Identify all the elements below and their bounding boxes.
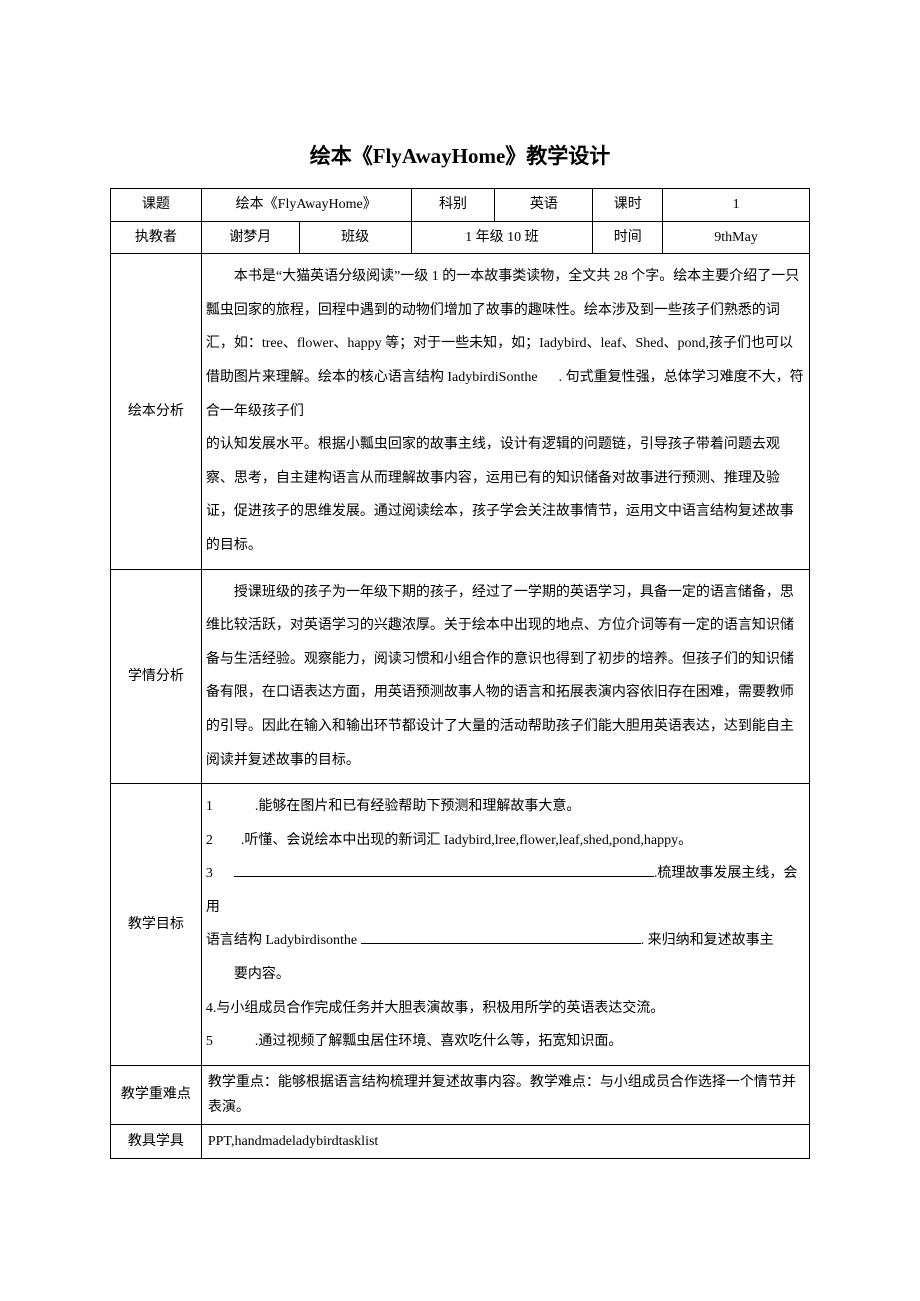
topic-label: 课题 [111, 189, 202, 222]
objective-3-tail: .梳理故事发展主线，会用 [206, 866, 798, 915]
analysis-text-1a: 本书是“大猫英语分级阅读”一级 1 的一本故事类读物，全文共 28 个字。绘本主… [206, 269, 799, 385]
table-row: 教具学具 PPT,handmadeladybirdtasklist [111, 1125, 810, 1159]
objective-5-text: .通过视频了解瓢虫居住环境、喜欢吃什么等，拓宽知识面。 [255, 1034, 623, 1049]
subject-value: 英语 [495, 189, 593, 222]
analysis-para-1: 本书是“大猫英语分级阅读”一级 1 的一本故事类读物，全文共 28 个字。绘本主… [206, 260, 805, 428]
learners-para: 授课班级的孩子为一年级下期的孩子，经过了一学期的英语学习，具备一定的语言储备，思… [206, 576, 805, 778]
analysis-label: 绘本分析 [111, 254, 202, 569]
analysis-content: 本书是“大猫英语分级阅读”一级 1 的一本故事类读物，全文共 28 个字。绘本主… [201, 254, 809, 569]
objective-3b-pre: 语言结构 Ladybirdisonthe [206, 933, 361, 948]
objective-3b-tail: . 来归纳和复述故事主 [641, 933, 774, 948]
learners-content: 授课班级的孩子为一年级下期的孩子，经过了一学期的英语学习，具备一定的语言储备，思… [201, 569, 809, 784]
objective-3b-blank [361, 943, 641, 944]
objectives-content: 1 .能够在图片和已有经验帮助下预测和理解故事大意。 2 .听懂、会说绘本中出现的新… [201, 784, 809, 1066]
objectives-label: 教学目标 [111, 784, 202, 1066]
table-row: 教学重难点 教学重点：能够根据语言结构梳理并复述故事内容。教学难点：与小组成员合… [111, 1065, 810, 1124]
objective-1: 1 .能够在图片和已有经验帮助下预测和理解故事大意。 [206, 790, 805, 824]
lesson-plan-table: 课题 绘本《FlyAwayHome》 科别 英语 课时 1 执教者 谢梦月 班级… [110, 188, 810, 1159]
period-value: 1 [663, 189, 810, 222]
topic-value: 绘本《FlyAwayHome》 [201, 189, 411, 222]
objective-1-num: 1 [206, 790, 220, 824]
class-value: 1 年级 10 班 [411, 221, 593, 254]
keypoints-content: 教学重点：能够根据语言结构梳理并复述故事内容。教学难点：与小组成员合作选择一个情… [201, 1065, 809, 1124]
objective-3-blank [234, 876, 654, 877]
objective-3: 3.梳理故事发展主线，会用 [206, 857, 805, 924]
learners-label: 学情分析 [111, 569, 202, 784]
objective-5-num: 5 [206, 1025, 220, 1059]
materials-label: 教具学具 [111, 1125, 202, 1159]
period-label: 课时 [593, 189, 663, 222]
time-label: 时间 [593, 221, 663, 254]
keypoints-label: 教学重难点 [111, 1065, 202, 1124]
table-row: 教学目标 1 .能够在图片和已有经验帮助下预测和理解故事大意。 2 .听懂、会说绘本… [111, 784, 810, 1066]
teacher-value: 谢梦月 [201, 221, 299, 254]
time-value: 9thMay [663, 221, 810, 254]
objective-2-text: .听懂、会说绘本中出现的新词汇 Iadybird,lree,flower,lea… [241, 833, 692, 848]
table-row: 课题 绘本《FlyAwayHome》 科别 英语 课时 1 [111, 189, 810, 222]
teacher-label: 执教者 [111, 221, 202, 254]
objective-5: 5 .通过视频了解瓢虫居住环境、喜欢吃什么等，拓宽知识面。 [206, 1025, 805, 1059]
objective-4: 4.与小组成员合作完成任务并大胆表演故事，积极用所学的英语表达交流。 [206, 992, 805, 1026]
objective-3-num: 3 [206, 857, 220, 891]
table-row: 学情分析 授课班级的孩子为一年级下期的孩子，经过了一学期的英语学习，具备一定的语… [111, 569, 810, 784]
materials-content: PPT,handmadeladybirdtasklist [201, 1125, 809, 1159]
objective-3b: 语言结构 Ladybirdisonthe . 来归纳和复述故事主 [206, 924, 805, 958]
objective-1-text: .能够在图片和已有经验帮助下预测和理解故事大意。 [255, 799, 581, 814]
objective-2: 2 .听懂、会说绘本中出现的新词汇 Iadybird,lree,flower,le… [206, 824, 805, 858]
objective-2-num: 2 [206, 824, 220, 858]
table-row: 绘本分析 本书是“大猫英语分级阅读”一级 1 的一本故事类读物，全文共 28 个… [111, 254, 810, 569]
objective-3c: 要内容。 [206, 958, 805, 992]
table-row: 执教者 谢梦月 班级 1 年级 10 班 时间 9thMay [111, 221, 810, 254]
analysis-para-2: 的认知发展水平。根据小瓢虫回家的故事主线，设计有逻辑的问题链，引导孩子带着问题去… [206, 428, 805, 562]
class-label: 班级 [299, 221, 411, 254]
page-title: 绘本《FlyAwayHome》教学设计 [110, 140, 810, 170]
subject-label: 科别 [411, 189, 495, 222]
